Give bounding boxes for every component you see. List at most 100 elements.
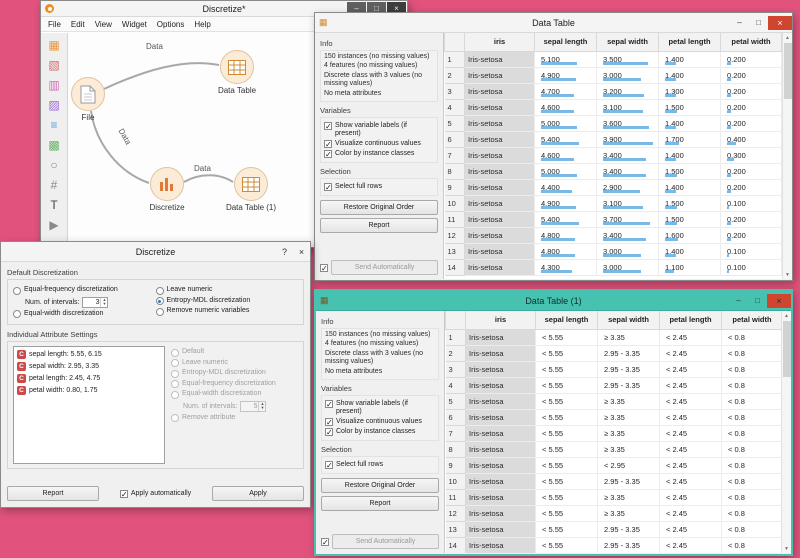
data-table-widget-node[interactable]	[220, 50, 254, 84]
value-cell[interactable]: 2.95 - 3.35	[598, 521, 660, 537]
value-cell[interactable]: 5.400	[535, 131, 597, 147]
diagonal-grid-icon[interactable]: ▧	[43, 55, 65, 75]
apply-automatically-checkbox[interactable]: ✓ Apply automatically	[120, 490, 191, 498]
close-button[interactable]: ×	[767, 294, 791, 308]
class-cell[interactable]: Iris-setosa	[465, 259, 535, 275]
class-cell[interactable]: Iris-setosa	[465, 131, 535, 147]
value-cell[interactable]: 1.400	[659, 67, 721, 83]
class-cell[interactable]: Iris-setosa	[466, 409, 536, 425]
indiv-num-intervals-spinbox[interactable]: 5 ▲▼	[240, 401, 266, 412]
value-cell[interactable]: < 5.55	[536, 329, 598, 345]
row-number[interactable]: 1	[446, 329, 466, 345]
attribute-item-sepal-width[interactable]: C sepal width: 2.95, 3.35	[15, 360, 163, 372]
class-cell[interactable]: Iris-setosa	[465, 67, 535, 83]
radio-default-disabled[interactable]: Default	[171, 348, 298, 357]
value-cell[interactable]: 2.95 - 3.35	[598, 361, 660, 377]
row-number[interactable]: 4	[446, 377, 466, 393]
value-cell[interactable]: 1.300	[659, 83, 721, 99]
report-button[interactable]: Report	[320, 218, 438, 233]
row-number[interactable]: 7	[445, 147, 465, 163]
text-icon[interactable]: T	[43, 195, 65, 215]
value-cell[interactable]: < 2.45	[660, 345, 722, 361]
column-header[interactable]: petal length	[659, 33, 721, 51]
class-cell[interactable]: Iris-setosa	[466, 505, 536, 521]
row-number[interactable]: 12	[446, 505, 466, 521]
value-cell[interactable]: 0.200	[721, 211, 782, 227]
row-number[interactable]: 8	[445, 163, 465, 179]
class-cell[interactable]: Iris-setosa	[466, 537, 536, 553]
value-cell[interactable]: < 2.45	[660, 505, 722, 521]
close-button[interactable]: ×	[293, 245, 310, 259]
row-number[interactable]: 4	[445, 99, 465, 115]
value-cell[interactable]: 1.400	[659, 179, 721, 195]
value-cell[interactable]: 4.400	[535, 179, 597, 195]
value-cell[interactable]: < 2.45	[660, 489, 722, 505]
value-cell[interactable]: < 5.55	[536, 393, 598, 409]
spin-arrows-icon[interactable]: ▲▼	[258, 402, 265, 411]
row-number[interactable]: 9	[445, 179, 465, 195]
row-number[interactable]: 10	[446, 473, 466, 489]
row-number[interactable]: 8	[446, 441, 466, 457]
column-header[interactable]: sepal length	[536, 311, 598, 329]
value-cell[interactable]: 1.400	[659, 243, 721, 259]
class-cell[interactable]: Iris-setosa	[465, 83, 535, 99]
value-cell[interactable]: ≥ 3.35	[598, 489, 660, 505]
value-cell[interactable]: 5.400	[535, 211, 597, 227]
value-cell[interactable]: < 2.45	[660, 441, 722, 457]
row-number[interactable]: 14	[445, 259, 465, 275]
class-cell[interactable]: Iris-setosa	[466, 361, 536, 377]
value-cell[interactable]: < 5.55	[536, 505, 598, 521]
value-cell[interactable]: 3.500	[597, 51, 659, 67]
row-number[interactable]: 12	[445, 227, 465, 243]
menu-edit[interactable]: Edit	[66, 20, 90, 29]
value-cell[interactable]: ≥ 3.35	[598, 505, 660, 521]
send-checkbox[interactable]: ✓	[320, 264, 328, 272]
value-cell[interactable]: < 2.95	[598, 457, 660, 473]
scroll-up-arrow[interactable]: ▲	[785, 33, 790, 42]
value-cell[interactable]: < 2.45	[660, 409, 722, 425]
data-table-titlebar[interactable]: ▦ Data Table – □ ×	[315, 13, 792, 33]
value-cell[interactable]: < 0.8	[722, 329, 783, 345]
value-cell[interactable]: 3.400	[597, 227, 659, 243]
row-number[interactable]: 13	[446, 521, 466, 537]
value-cell[interactable]: 3.100	[597, 99, 659, 115]
value-cell[interactable]: 4.700	[535, 83, 597, 99]
value-cell[interactable]: < 0.8	[722, 441, 783, 457]
vertical-scrollbar[interactable]: ▲ ▼	[782, 33, 792, 279]
value-cell[interactable]: 3.100	[597, 195, 659, 211]
vertical-scrollbar[interactable]: ▲ ▼	[781, 311, 791, 553]
class-cell[interactable]: Iris-setosa	[466, 345, 536, 361]
value-cell[interactable]: 4.300	[535, 259, 597, 275]
radio-remove-attribute-disabled[interactable]: Remove attribute	[171, 414, 298, 423]
arrow-icon[interactable]: ▶	[43, 215, 65, 235]
column-header[interactable]: petal length	[660, 311, 722, 329]
row-number[interactable]: 3	[445, 83, 465, 99]
value-cell[interactable]: 0.200	[721, 67, 782, 83]
value-cell[interactable]: 5.000	[535, 163, 597, 179]
value-cell[interactable]: < 2.45	[660, 393, 722, 409]
value-cell[interactable]: 3.200	[597, 83, 659, 99]
class-cell[interactable]: Iris-setosa	[466, 473, 536, 489]
data-table-1-widget-node[interactable]	[234, 167, 268, 201]
row-number[interactable]: 5	[446, 393, 466, 409]
radio-leave-numeric-disabled[interactable]: Leave numeric	[171, 359, 298, 368]
value-cell[interactable]: 2.95 - 3.35	[598, 345, 660, 361]
scrollbar-thumb[interactable]	[783, 321, 791, 377]
send-checkbox[interactable]: ✓	[321, 538, 329, 546]
attribute-item-sepal-length[interactable]: C sepal length: 5.55, 6.15	[15, 348, 163, 360]
value-cell[interactable]: 3.000	[597, 259, 659, 275]
value-cell[interactable]: 4.800	[535, 243, 597, 259]
value-cell[interactable]: 2.95 - 3.35	[598, 473, 660, 489]
value-cell[interactable]: < 5.55	[536, 345, 598, 361]
value-cell[interactable]: < 2.45	[660, 361, 722, 377]
value-cell[interactable]: ≥ 3.35	[598, 393, 660, 409]
report-button[interactable]: Report	[7, 486, 99, 501]
value-cell[interactable]: < 0.8	[722, 425, 783, 441]
class-cell[interactable]: Iris-setosa	[465, 211, 535, 227]
value-cell[interactable]: < 2.45	[660, 329, 722, 345]
class-cell[interactable]: Iris-setosa	[466, 441, 536, 457]
circle-icon[interactable]: ○	[43, 155, 65, 175]
value-cell[interactable]: 1.700	[659, 131, 721, 147]
class-cell[interactable]: Iris-setosa	[466, 377, 536, 393]
row-number[interactable]: 6	[445, 131, 465, 147]
